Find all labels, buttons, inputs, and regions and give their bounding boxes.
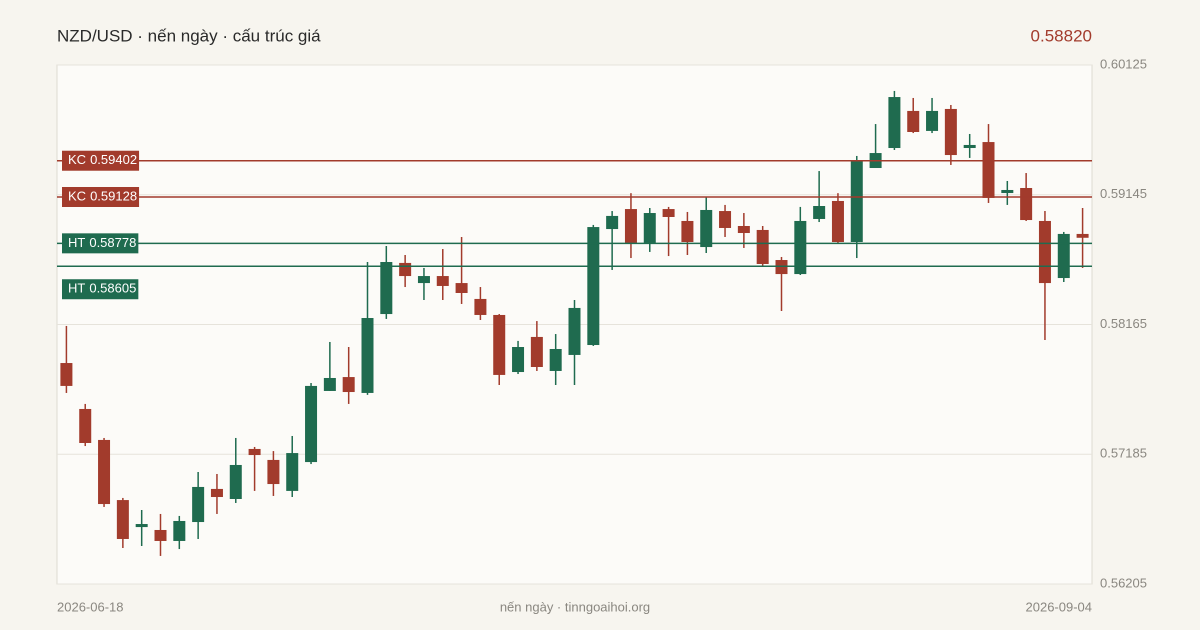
candle-body (530, 336, 543, 367)
candle-body (850, 160, 863, 243)
level-name: HT (68, 235, 85, 250)
candle-body (1076, 233, 1089, 238)
level-tag: HT 0.58778 (62, 233, 139, 254)
level-tag-box (62, 233, 139, 254)
y-tick-label: 0.56205 (1100, 575, 1147, 590)
candle-body (116, 500, 129, 539)
y-tick-label: 0.57185 (1100, 446, 1147, 461)
candle-body (60, 363, 73, 386)
source-note: nến ngày · tinngoaihoi.org (500, 599, 650, 614)
candle-body (173, 520, 186, 541)
candle-body (1038, 220, 1051, 284)
candle-body (568, 307, 581, 355)
candle-body (888, 97, 901, 149)
candle-body (135, 524, 148, 528)
y-tick-label: 0.59145 (1100, 186, 1147, 201)
candle-body (512, 347, 525, 373)
level-tag: KC 0.59402 (62, 150, 140, 171)
candle-body (455, 283, 468, 293)
level-tag: KC 0.59128 (62, 187, 140, 208)
y-tick-label: 0.60125 (1100, 56, 1147, 71)
candle-body (229, 464, 242, 500)
last-price: 0.58820 (1031, 26, 1092, 45)
candle-body (831, 200, 844, 243)
level-tag-box (62, 187, 140, 208)
candle-body (474, 298, 487, 315)
candle-body (79, 408, 92, 443)
candle-body (493, 314, 506, 375)
level-name: KC (68, 189, 86, 204)
candle-body (963, 144, 976, 149)
x-tick-label: 2026-09-04 (1026, 599, 1093, 614)
candle-body (756, 229, 769, 264)
candle-body (417, 276, 430, 284)
candle-body (380, 262, 393, 315)
candle-body (737, 225, 750, 234)
x-tick-label: 2026-06-18 (57, 599, 124, 614)
level-name: HT (68, 281, 85, 296)
level-name: KC (68, 153, 86, 168)
candle-body (286, 453, 299, 491)
candle-body (587, 227, 600, 346)
candle-body (662, 209, 675, 217)
level-tag-label: KC 0.59402 (68, 153, 137, 168)
chart-title: NZD/USD · nến ngày · cấu trúc giá (57, 26, 321, 45)
candle-body (192, 486, 205, 523)
candle-body (700, 209, 713, 248)
level-tag: HT 0.58605 (62, 279, 139, 300)
candle-body (248, 448, 261, 456)
level-tag-box (62, 150, 140, 171)
candle-body (982, 142, 995, 198)
candle-body (624, 209, 637, 243)
candle-body (1020, 187, 1033, 221)
level-value: 0.59128 (90, 189, 137, 204)
candle-body (775, 260, 788, 275)
level-tag-label: HT 0.58605 (68, 281, 136, 296)
candle-body (794, 220, 807, 275)
y-tick-label: 0.58165 (1100, 316, 1147, 331)
candle-body (342, 377, 355, 393)
candle-body (719, 211, 732, 228)
candle-body (926, 110, 939, 131)
candle-body (436, 276, 449, 286)
candle-body (549, 348, 562, 371)
level-tag-label: HT 0.58778 (68, 235, 136, 250)
level-value: 0.59402 (90, 153, 137, 168)
level-tag-label: KC 0.59128 (68, 189, 137, 204)
level-tag-box (62, 279, 139, 300)
candle-body (681, 220, 694, 243)
candle-body (643, 213, 656, 243)
candle-body (813, 206, 826, 219)
candle-body (210, 488, 223, 498)
candle-body (606, 215, 619, 230)
level-value: 0.58605 (89, 281, 136, 296)
candle-body (98, 439, 111, 505)
level-value: 0.58778 (89, 235, 136, 250)
candle-body (907, 110, 920, 132)
candle-body (267, 459, 280, 485)
candle-body (154, 529, 167, 541)
candle-body (1057, 233, 1070, 279)
candle-body (323, 377, 336, 391)
candle-body (944, 108, 957, 156)
candle-body (1001, 189, 1014, 194)
candle-body (305, 385, 318, 463)
candle-body (399, 262, 412, 277)
candle-body (361, 318, 374, 393)
